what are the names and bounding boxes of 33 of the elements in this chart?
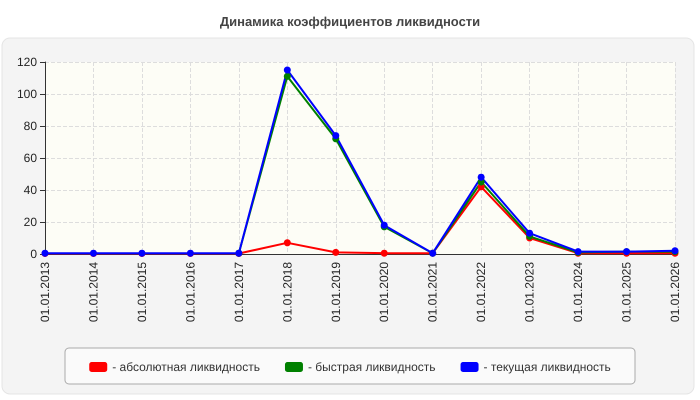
x-tick-label: 01.01.2017 — [232, 262, 246, 322]
x-tick-label: 01.01.2024 — [571, 262, 586, 322]
point — [332, 248, 340, 256]
legend-label: - абсолютная ликвидность — [112, 360, 260, 374]
y-tick-label: 0 — [30, 247, 38, 261]
point — [478, 174, 485, 181]
y-tick-label: 120 — [16, 55, 38, 69]
x-tick-label: 01.01.2023 — [522, 262, 537, 322]
legend-label: - текущая ликвидность — [484, 360, 611, 374]
point — [332, 132, 340, 140]
point — [380, 250, 388, 257]
y-tick-label: 80 — [24, 119, 38, 133]
y-tick-label: 100 — [16, 87, 38, 101]
x-tick-label: 01.01.2019 — [328, 262, 343, 322]
point — [284, 239, 291, 246]
x-tick-label: 01.01.2025 — [620, 262, 634, 322]
y-tick-label: 40 — [24, 183, 38, 197]
x-tick-label: 01.01.2022 — [474, 262, 488, 322]
x-tick-label: 01.01.2018 — [280, 262, 294, 322]
x-tick-label: 01.01.2016 — [183, 262, 198, 322]
point — [284, 72, 291, 80]
x-tick-label: 01.01.2015 — [134, 262, 149, 322]
x-tick-label: 01.01.2013 — [38, 262, 52, 322]
x-tick-label: 01.01.2014 — [86, 262, 100, 322]
y-tick-label: 60 — [24, 151, 38, 165]
x-tick-label: 01.01.2020 — [377, 262, 392, 322]
point — [526, 230, 534, 237]
x-tick-label: 01.01.2021 — [426, 262, 440, 322]
chart-title: Динамика коэффициентов ликвидности — [220, 14, 480, 29]
point — [284, 66, 291, 74]
legend-label: - быстрая ликвидность — [308, 360, 436, 374]
x-tick-label: 01.01.2026 — [668, 262, 682, 322]
y-tick-label: 20 — [24, 215, 38, 229]
